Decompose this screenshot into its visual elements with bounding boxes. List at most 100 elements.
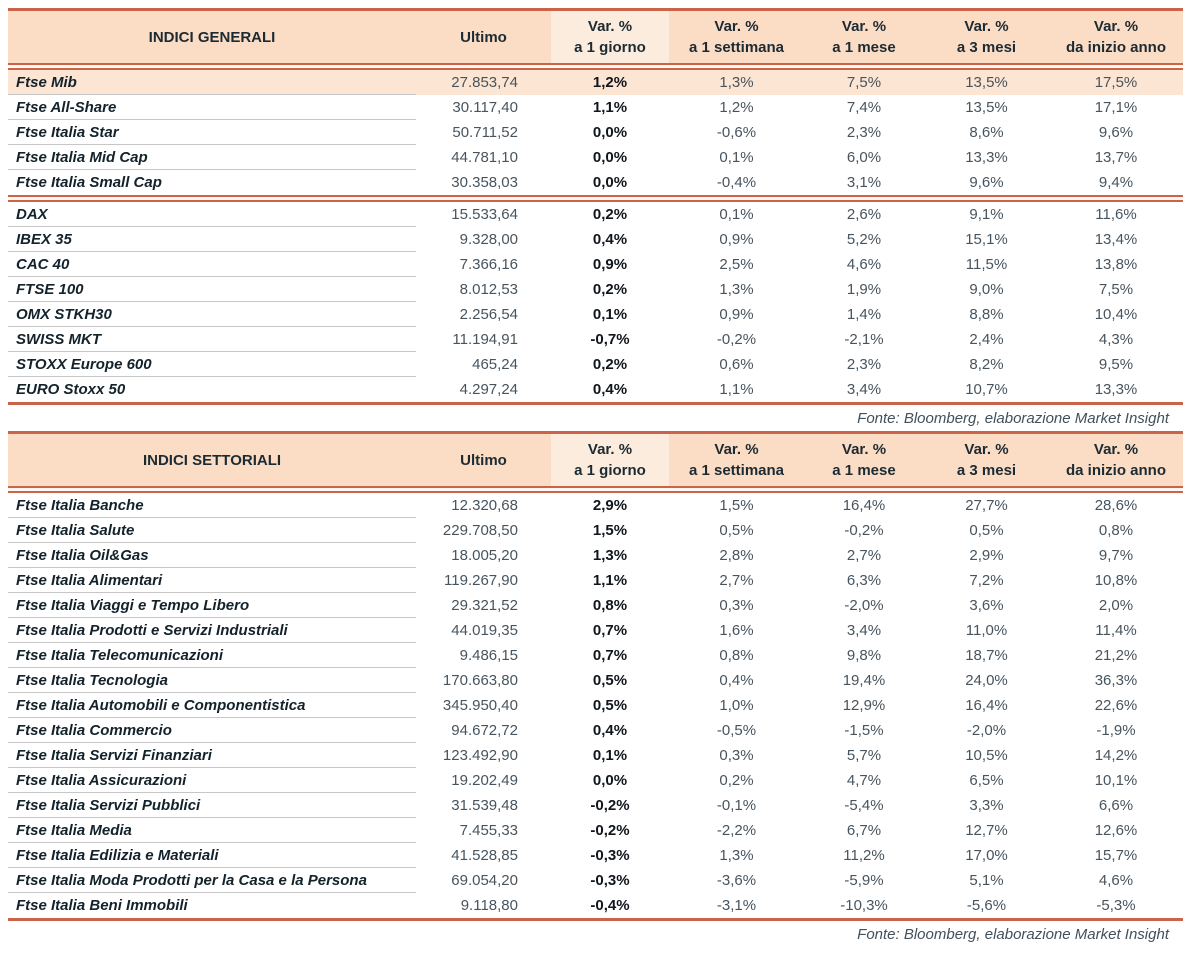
col-header-line2: a 1 giorno [574,39,646,56]
var-percent-value: 10,1% [1094,772,1138,789]
table-row: OMX STKH30 2.256,54 0,1% 0,9% 1,4% 8,8% 10,4% [8,302,1183,327]
col-header-line2: a 1 mese [832,462,896,479]
var-percent-value: -2,1% [844,331,884,348]
index-name: EURO Stoxx 50 [16,381,126,398]
var-percent-value: 1,3% [719,281,754,298]
var-percent-value: 1,3% [719,847,754,864]
last-value: 345.950,40 [442,697,518,714]
col-header-var-inizio-anno: Var. % da inizio anno [1049,11,1183,63]
table-row: Ftse Italia Small Cap 30.358,03 0,0% -0,4% 3… [8,170,1183,195]
index-name: Ftse Italia Automobili e Componentistica [8,693,416,718]
var-percent-value: 0,3% [719,597,754,614]
indici-settoriali-table: INDICI SETTORIALI Ultimo Var. % a 1 gior… [8,431,1183,947]
index-name: Ftse Italia Assicurazioni [8,768,416,793]
table-row: Ftse Italia Banche 12.320,68 2,9% 1,5% 16,4%… [8,493,1183,518]
var-percent-value: 9,5% [1098,356,1134,373]
var-percent-value: 1,9% [846,281,882,298]
col-header-line1: Var. % [841,441,887,458]
var-percent-value: 13,8% [1094,256,1138,273]
last-value: 19.202,49 [451,772,518,789]
last-value: 170.663,80 [442,672,518,689]
var-percent-value: 7,5% [846,74,882,91]
var-percent-value: 10,7% [965,381,1008,398]
var-percent-value: 13,3% [965,149,1008,166]
index-name: Ftse Italia Star [8,120,416,145]
table-row: Ftse Italia Moda Prodotti per la Casa e … [8,868,1183,893]
var-percent-value: 2,8% [719,547,754,564]
index-name: Ftse Mib [8,70,416,95]
var-percent-value: 1,2% [592,74,628,91]
col-header-line2: a 1 settimana [688,39,785,56]
var-percent-value: 0,5% [592,697,628,714]
var-percent-value: 12,7% [965,822,1008,839]
var-percent-value: 14,2% [1094,747,1138,764]
col-header-ultimo: Ultimo [460,451,507,469]
var-percent-value: -2,0% [966,722,1007,739]
var-percent-value: 3,6% [969,597,1004,614]
var-percent-value: 9,4% [1098,174,1134,191]
last-value: 9.118,80 [460,897,518,914]
col-header-var-3-mesi: Var. % a 3 mesi [924,11,1049,63]
index-name: Ftse Italia Moda Prodotti per la Casa e … [8,868,416,893]
var-percent-value: 27,7% [965,497,1008,514]
last-value: 30.358,03 [451,174,518,191]
var-percent-value: 11,0% [965,622,1008,639]
last-value: 465,24 [472,356,518,373]
table-row: Ftse Italia Media 7.455,33 -0,2% -2,2% 6,7% 1… [8,818,1183,843]
last-value: 44.019,35 [451,622,518,639]
var-percent-value: -0,7% [590,331,630,348]
index-name: Ftse Italia Tecnologia [8,668,416,693]
col-header-line1: Var. % [714,441,759,458]
var-percent-value: 15,1% [965,231,1008,248]
col-header-line1: Var. % [714,18,759,35]
index-name: Ftse Italia Salute [8,518,416,543]
col-header-var-1-mese: Var. % a 1 mese [804,11,924,63]
var-percent-value: 13,4% [1094,231,1138,248]
col-header-line1: Var. % [964,18,1009,35]
col-header-line2: a 3 mesi [956,462,1017,479]
var-percent-value: -2,0% [844,597,884,614]
var-percent-value: 10,8% [1094,572,1138,589]
source-note: Fonte: Bloomberg, elaborazione Market In… [857,925,1169,943]
var-percent-value: 2,9% [969,547,1004,564]
last-value: 41.528,85 [451,847,518,864]
var-percent-value: -5,6% [966,897,1007,914]
var-percent-value: 1,1% [592,99,628,116]
index-name: OMX STKH30 [8,302,416,327]
header-body-separator [8,486,1183,493]
col-header-ultimo: Ultimo [460,28,507,46]
var-percent-value: 1,2% [719,99,754,116]
group-separator [8,195,1183,202]
var-percent-value: 0,9% [592,256,628,273]
var-percent-value: 1,4% [846,306,882,323]
var-percent-value: 13,3% [1094,381,1138,398]
table-row: Ftse Italia Assicurazioni 19.202,49 0,0% 0,… [8,768,1183,793]
index-name: Ftse Italia Prodotti e Servizi Industria… [8,618,416,643]
table-header-row: INDICI GENERALI Ultimo Var. % a 1 giorno… [8,11,1183,63]
index-name: Ftse Italia Oil&Gas [8,543,416,568]
var-percent-value: 0,2% [719,772,754,789]
var-percent-value: 1,5% [719,497,754,514]
var-percent-value: 0,2% [592,206,628,223]
var-percent-value: 17,5% [1094,74,1138,91]
col-header-line1: Var. % [964,441,1009,458]
var-percent-value: 5,1% [969,872,1004,889]
var-percent-value: 6,3% [846,572,882,589]
header-body-separator [8,63,1183,70]
var-percent-value: 0,0% [592,174,628,191]
index-name: Ftse Italia Commercio [8,718,416,743]
var-percent-value: 1,6% [719,622,754,639]
var-percent-value: 13,5% [965,99,1008,116]
var-percent-value: 13,7% [1094,149,1138,166]
var-percent-value: -2,2% [716,822,757,839]
var-percent-value: -0,2% [590,822,630,839]
last-value: 2.256,54 [459,306,518,323]
var-percent-value: 3,4% [846,381,882,398]
last-value: 44.781,10 [451,149,518,166]
var-percent-value: -1,5% [844,722,884,739]
table-row: Ftse Italia Alimentari 119.267,90 1,1% 2,7%… [8,568,1183,593]
var-percent-value: 0,1% [719,149,754,166]
col-header-line2: da inizio anno [1066,462,1166,479]
table-row: Ftse Italia Star 50.711,52 0,0% -0,6% 2,3% 8,… [8,120,1183,145]
var-percent-value: 0,6% [719,356,754,373]
